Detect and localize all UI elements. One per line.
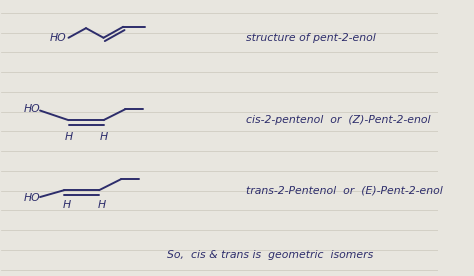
Text: H: H	[62, 200, 70, 210]
Text: HO: HO	[23, 193, 40, 203]
Text: H: H	[100, 132, 108, 142]
Text: structure of pent-2-enol: structure of pent-2-enol	[246, 33, 375, 43]
Text: trans-2-Pentenol  or  (E)-Pent-2-enol: trans-2-Pentenol or (E)-Pent-2-enol	[246, 185, 442, 195]
Text: H: H	[64, 132, 73, 142]
Text: cis-2-pentenol  or  (Z)-Pent-2-enol: cis-2-pentenol or (Z)-Pent-2-enol	[246, 115, 430, 125]
Text: HO: HO	[50, 33, 66, 43]
Text: HO: HO	[23, 104, 40, 114]
Text: H: H	[97, 200, 105, 210]
Text: So,  cis & trans is  geometric  isomers: So, cis & trans is geometric isomers	[167, 250, 373, 260]
